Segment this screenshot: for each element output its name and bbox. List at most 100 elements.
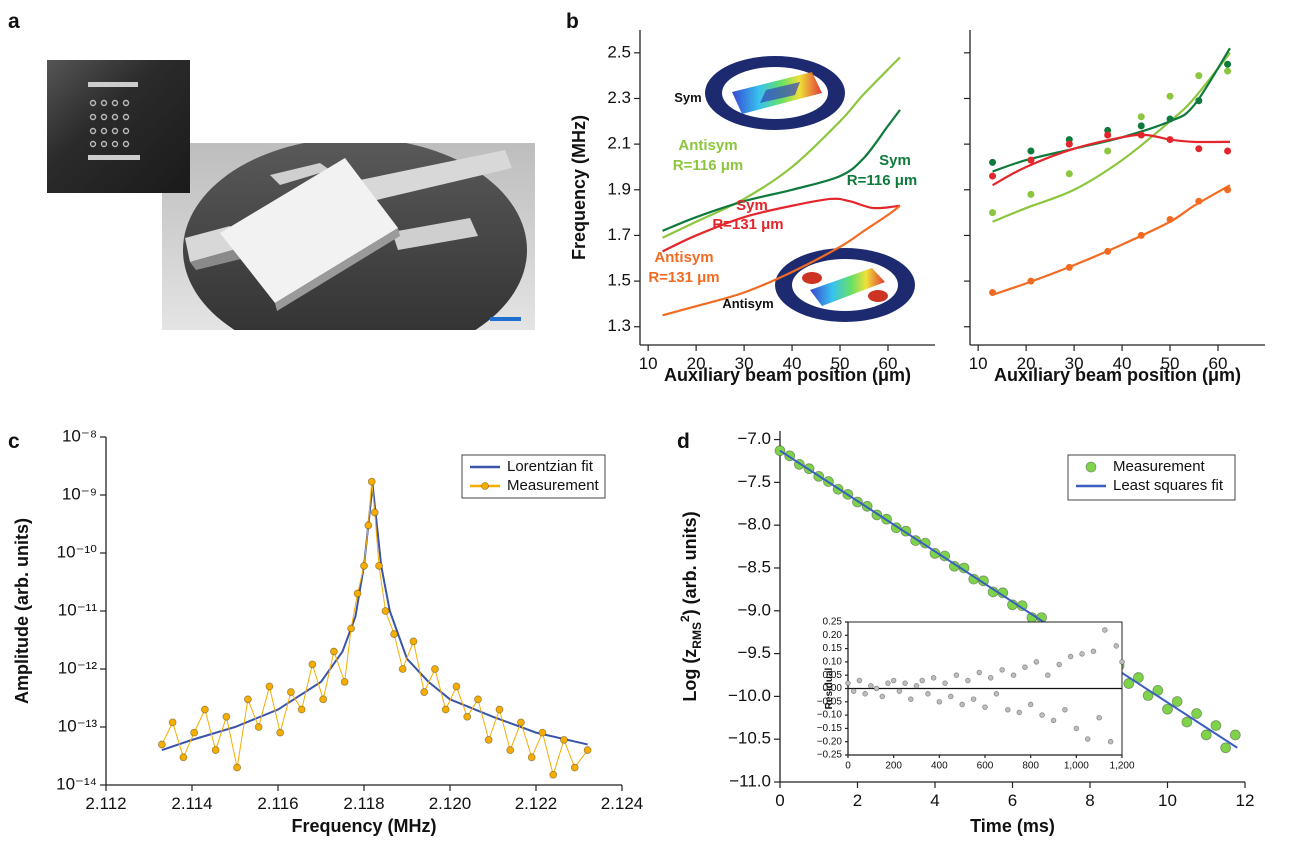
data-point	[243, 695, 252, 704]
inset-label: Antisym	[722, 296, 773, 311]
y-tick-label: −7.0	[737, 429, 771, 448]
y-axis-label-part: RMS	[690, 622, 704, 649]
y-tick-label: 1.5	[607, 271, 631, 290]
legend-swatch	[481, 482, 489, 490]
data-point	[353, 589, 362, 598]
data-point	[1195, 145, 1203, 153]
data-point	[286, 688, 295, 696]
data-point	[364, 521, 373, 530]
data-point	[340, 677, 349, 686]
data-point	[420, 688, 429, 696]
data-point	[1181, 716, 1193, 728]
data-point	[885, 680, 891, 686]
data-point	[976, 669, 983, 676]
y-tick-label: 0.10	[823, 657, 843, 668]
sem-image	[162, 143, 535, 330]
series-line	[662, 109, 901, 232]
x-tick-label: 40	[1113, 354, 1132, 373]
x-tick-label: 0	[775, 791, 784, 810]
x-tick-label: 60	[1209, 354, 1228, 373]
y-tick-label: −10.5	[728, 729, 771, 748]
y-tick-label: −9.5	[737, 643, 771, 662]
x-tick-label: 800	[1022, 761, 1039, 772]
x-tick-label: 60	[879, 354, 898, 373]
data-point	[896, 688, 903, 694]
y-tick-label: −0.25	[817, 750, 843, 761]
data-point	[254, 723, 263, 731]
x-tick-label: 2.116	[257, 794, 298, 813]
chart: 0 200 400 600 800 1,000 1,200 0.25 0.20 0.15 0.10 0…	[817, 617, 1135, 772]
data-point	[233, 763, 242, 772]
y-tick-label: 1.3	[607, 316, 631, 335]
data-point	[873, 685, 880, 692]
inset-label: Sym	[674, 90, 701, 105]
panel-label: b	[566, 10, 579, 33]
y-tick-label: 2.1	[607, 134, 631, 153]
data-point	[1224, 186, 1232, 194]
x-tick-label: 0	[845, 761, 851, 772]
data-point	[1166, 115, 1174, 123]
data-point	[347, 624, 356, 633]
curve-label: Sym	[736, 197, 768, 214]
data-point	[1162, 703, 1173, 715]
y-tick-label: 0.00	[823, 683, 843, 694]
data-point	[157, 740, 166, 749]
x-tick-label: 2.122	[515, 794, 558, 813]
legend: Lorentzian fit Measurement	[461, 454, 606, 499]
data-point	[570, 763, 579, 772]
data-point	[381, 607, 390, 615]
y-tick-label: −0.05	[817, 696, 843, 707]
y-tick-label: −8.5	[737, 557, 771, 576]
x-tick-label: 400	[931, 761, 948, 772]
y-tick-label: −0.15	[817, 723, 843, 734]
data-point	[989, 289, 997, 296]
y-axis-label: Residual	[824, 667, 835, 709]
data-point	[1044, 672, 1051, 678]
data-point	[538, 728, 547, 737]
simulation-inset	[705, 56, 845, 130]
data-point	[993, 691, 1000, 697]
data-point	[308, 660, 317, 669]
data-point	[936, 698, 943, 705]
data-point	[845, 680, 851, 686]
data-point	[1104, 247, 1112, 255]
data-point	[907, 696, 914, 702]
legend-label: Least squares fit	[1113, 477, 1224, 494]
data-point	[1033, 659, 1040, 665]
x-tick-label: 10	[639, 354, 658, 373]
data-point	[1065, 140, 1073, 148]
y-axis-label: Log (zRMS2) (arb. units)	[678, 511, 704, 701]
data-point	[1137, 131, 1145, 139]
y-tick-label: 10⁻¹³	[58, 716, 98, 735]
data-point	[1050, 717, 1057, 724]
data-point	[495, 705, 504, 714]
series-line	[992, 184, 1231, 296]
y-tick-label: −10.0	[728, 686, 771, 705]
x-tick-label: 600	[977, 761, 994, 772]
data-point	[862, 691, 868, 697]
data-point	[1210, 720, 1222, 731]
data-point	[1137, 122, 1145, 130]
x-axis-label: Time (ms)	[970, 816, 1055, 836]
data-point	[1079, 651, 1085, 657]
data-point	[375, 561, 383, 570]
data-point	[987, 675, 994, 681]
y-axis-label: Amplitude (arb. units)	[12, 518, 32, 704]
data-point	[953, 672, 960, 678]
x-tick-label: 2.112	[85, 794, 126, 813]
legend-label: Lorentzian fit	[507, 458, 594, 475]
data-point	[1005, 706, 1011, 713]
y-tick-label: 0.05	[823, 670, 843, 681]
data-point	[999, 667, 1005, 673]
series-line	[161, 484, 588, 752]
data-point	[930, 675, 937, 681]
series-line	[779, 449, 1238, 749]
data-point	[1090, 648, 1097, 655]
data-point	[850, 688, 857, 694]
data-point	[1096, 714, 1102, 721]
y-tick-label: 0.25	[823, 617, 843, 628]
x-tick-label: 20	[1017, 354, 1036, 373]
x-axis-label: Auxiliary beam position (μm)	[994, 365, 1241, 385]
data-point	[1113, 643, 1120, 649]
data-point	[297, 705, 306, 714]
